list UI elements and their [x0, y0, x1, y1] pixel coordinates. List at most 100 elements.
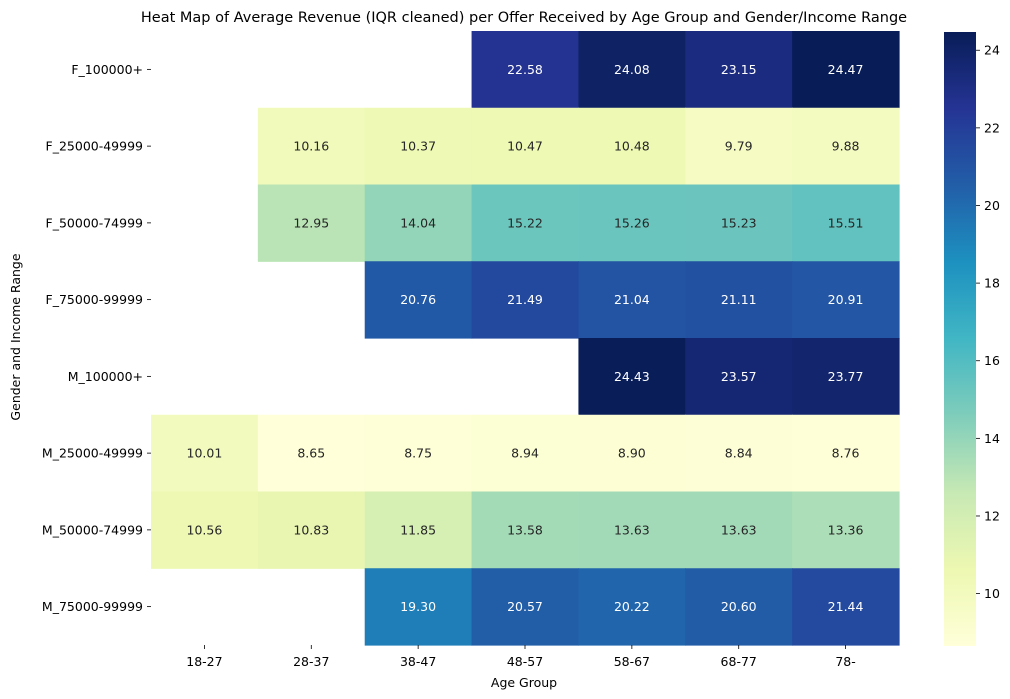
cell-value-label: 8.75 — [404, 446, 432, 461]
cell-value-label: 9.79 — [725, 139, 753, 154]
cell-value-label: 8.94 — [511, 446, 539, 461]
cell-value-label: 14.04 — [400, 215, 436, 230]
colorbar-tick-label: 18 — [984, 276, 1000, 291]
x-axis-ticks: 18-27 28-37 38-47 48-57 58-67 68-77 78- — [186, 645, 856, 669]
cell-value-label: 21.11 — [721, 292, 757, 307]
cell-value-label: 24.08 — [614, 62, 650, 77]
cell-value-label: 10.37 — [400, 139, 436, 154]
cell-value-label: 21.04 — [614, 292, 650, 307]
heatmap-cells — [151, 31, 900, 646]
heatmap-cell — [792, 184, 900, 262]
colorbar-ticks: 10 12 14 16 18 20 22 24 — [976, 43, 1000, 601]
cell-value-label: 13.63 — [614, 522, 650, 537]
heatmap-cell — [578, 338, 686, 416]
heatmap-cell — [792, 107, 900, 186]
cell-value-label: 13.63 — [721, 522, 757, 537]
x-axis-label: Age Group — [491, 675, 557, 690]
heatmap-cell — [578, 31, 686, 109]
x-tick-label: 48-57 — [507, 654, 543, 669]
heatmap-cell — [257, 414, 366, 493]
colorbar-tick-label: 22 — [984, 120, 1000, 135]
cell-value-label: 15.22 — [507, 215, 543, 230]
cell-value-label: 10.01 — [187, 446, 223, 461]
cell-value-label: 10.16 — [293, 139, 329, 154]
heatmap-cell — [578, 568, 686, 646]
y-axis-ticks: F_100000+ F_25000-49999 F_50000-74999 F_750… — [42, 62, 151, 614]
heatmap-cell — [471, 491, 580, 569]
heatmap-cell — [578, 261, 686, 339]
x-tick-label: 68-77 — [721, 654, 757, 669]
cell-value-label: 20.22 — [614, 599, 650, 614]
heatmap-cell — [685, 338, 793, 416]
x-tick-label: 78- — [835, 654, 855, 669]
x-tick-label: 58-67 — [614, 654, 650, 669]
cell-value-label: 23.77 — [828, 369, 864, 384]
y-tick-label: F_75000-99999 — [46, 292, 144, 307]
cell-value-label: 9.88 — [832, 139, 860, 154]
cell-value-label: 8.84 — [725, 446, 753, 461]
heatmap-cell — [364, 568, 473, 646]
cell-value-label: 15.26 — [614, 215, 650, 230]
cell-value-label: 8.65 — [297, 446, 325, 461]
cell-value-label: 10.56 — [187, 522, 223, 537]
y-tick-label: M_25000-49999 — [42, 446, 143, 461]
heatmap-cell — [471, 107, 580, 186]
cell-value-label: 23.15 — [721, 62, 757, 77]
heatmap-cell — [364, 107, 473, 186]
heatmap-cell — [685, 568, 793, 646]
y-tick-label: F_50000-74999 — [46, 215, 144, 230]
heatmap-cell — [792, 261, 900, 339]
heatmap-cell — [685, 184, 793, 262]
cell-value-label: 24.43 — [614, 369, 650, 384]
colorbar-tick-label: 12 — [984, 508, 1000, 523]
cell-value-label: 12.95 — [293, 215, 329, 230]
colorbar-tick-label: 16 — [984, 353, 1000, 368]
cell-value-label: 10.83 — [293, 522, 329, 537]
y-tick-label: F_100000+ — [71, 62, 143, 77]
colorbar-tick-label: 20 — [984, 198, 1000, 213]
cell-value-label: 19.30 — [400, 599, 436, 614]
heatmap-cell — [578, 414, 686, 493]
cell-value-label: 20.91 — [828, 292, 864, 307]
cell-value-label: 24.47 — [828, 62, 864, 77]
heatmap-cell — [257, 184, 366, 262]
heatmap-cell — [471, 31, 580, 109]
heatmap-cell — [792, 31, 900, 109]
cell-value-label: 20.76 — [400, 292, 436, 307]
cell-value-label: 8.76 — [832, 446, 860, 461]
heatmap-cell — [792, 338, 900, 416]
cell-value-label: 20.60 — [721, 599, 757, 614]
cell-value-label: 22.58 — [507, 62, 543, 77]
heatmap-cell — [685, 107, 793, 186]
heatmap-cell — [364, 414, 473, 493]
heatmap-cell — [257, 491, 366, 569]
heatmap-cell — [471, 261, 580, 339]
cell-value-label: 13.36 — [828, 522, 864, 537]
cell-value-label: 10.48 — [614, 139, 650, 154]
cell-value-label: 11.85 — [400, 522, 436, 537]
heatmap-cell — [471, 184, 580, 262]
heatmap-cell — [257, 107, 366, 186]
cell-value-label: 21.49 — [507, 292, 543, 307]
y-tick-label: M_50000-74999 — [42, 522, 143, 537]
cell-value-label: 15.51 — [828, 215, 864, 230]
cell-value-label: 15.23 — [721, 215, 757, 230]
heatmap-cell — [151, 491, 259, 569]
heatmap-cell — [685, 491, 793, 569]
cell-value-label: 21.44 — [828, 599, 864, 614]
heatmap-cell — [578, 491, 686, 569]
y-axis-label: Gender and Income Range — [8, 253, 23, 420]
heatmap-cell — [364, 261, 473, 339]
heatmap-cell — [685, 31, 793, 109]
heatmap-cell — [792, 414, 900, 493]
x-tick-label: 18-27 — [186, 654, 222, 669]
colorbar-tick-label: 14 — [984, 431, 1000, 446]
chart-title: Heat Map of Average Revenue (IQR cleaned… — [141, 10, 907, 26]
heatmap-cell — [151, 414, 259, 493]
colorbar — [944, 32, 976, 646]
y-tick-label: M_75000-99999 — [42, 599, 143, 614]
cell-value-label: 10.47 — [507, 139, 543, 154]
cell-value-label: 20.57 — [507, 599, 543, 614]
heatmap-cell — [792, 491, 900, 569]
colorbar-tick-label: 24 — [984, 43, 1000, 58]
